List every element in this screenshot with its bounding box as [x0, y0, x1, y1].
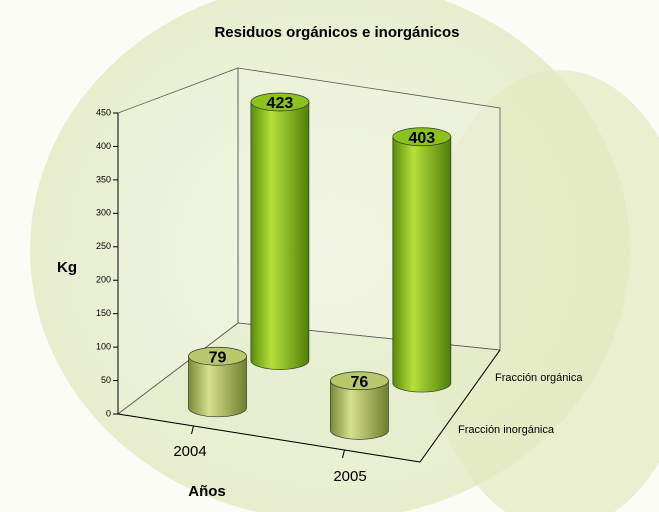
y-tick-label: 50: [101, 375, 111, 385]
x-axis-label: Años: [188, 483, 226, 500]
y-tick-label: 250: [96, 241, 111, 251]
data-label: 76: [351, 374, 369, 391]
y-tick-label: 400: [96, 141, 111, 151]
data-label: 403: [408, 130, 435, 147]
chart: Residuos orgánicos e inorgánicos Kg Años…: [0, 0, 659, 512]
data-label: 79: [209, 349, 227, 366]
y-tick-label: 200: [96, 275, 111, 285]
legend-label: Fracción inorgánica: [458, 424, 555, 436]
chart-title: Residuos orgánicos e inorgánicos: [214, 24, 459, 41]
y-tick-label: 0: [106, 408, 111, 418]
y-axis-label: Kg: [57, 259, 77, 276]
cylinder: [251, 102, 309, 369]
x-tick-label: 2004: [173, 443, 206, 460]
y-tick-label: 150: [96, 308, 111, 318]
data-label: 423: [267, 95, 294, 112]
cylinder: [393, 137, 451, 392]
y-tick-label: 450: [96, 107, 111, 117]
y-tick-label: 100: [96, 341, 111, 351]
y-tick-label: 300: [96, 208, 111, 218]
y-tick-label: 350: [96, 174, 111, 184]
legend-label: Fracción orgánica: [495, 372, 583, 384]
x-tick-label: 2005: [333, 468, 366, 485]
